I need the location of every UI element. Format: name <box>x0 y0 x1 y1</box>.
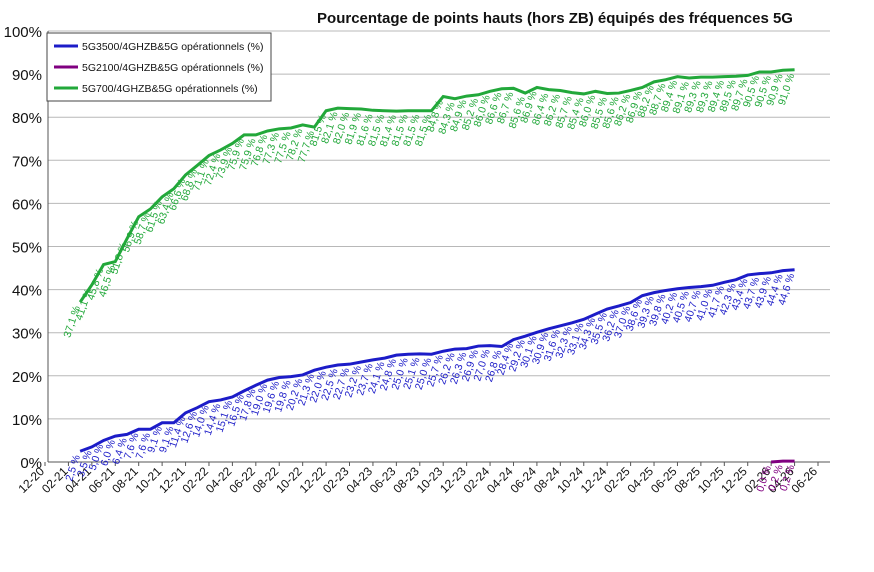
legend-label: 5G3500/4GHZB&5G opérationnels (%) <box>82 41 264 53</box>
x-tick-label: 12-24 <box>578 464 610 496</box>
x-tick-label: 02-25 <box>601 464 633 496</box>
x-tick-label: 04-23 <box>343 464 375 496</box>
x-tick-label: 02-22 <box>179 464 211 496</box>
chart-title: Pourcentage de points hauts (hors ZB) éq… <box>317 10 793 27</box>
x-tick-label: 02-24 <box>461 464 493 496</box>
x-tick-label: 12-23 <box>437 464 469 496</box>
x-tick-label: 06-22 <box>226 464 258 496</box>
y-tick-label: 60% <box>12 196 42 213</box>
line-series <box>78 68 795 303</box>
x-tick-label: 06-23 <box>367 464 399 496</box>
x-tick-label: 06-24 <box>507 464 539 496</box>
y-tick-label: 70% <box>12 153 42 170</box>
x-tick-label: 12-21 <box>156 464 188 496</box>
line-series <box>79 268 795 453</box>
y-tick-label: 30% <box>12 326 42 343</box>
y-tick-label: 0% <box>20 455 42 472</box>
y-tick-label: 40% <box>12 283 42 300</box>
y-tick-label: 20% <box>12 369 42 386</box>
x-tick-label: 04-24 <box>484 464 516 496</box>
y-tick-label: 10% <box>12 412 42 429</box>
x-tick-label: 12-22 <box>297 464 329 496</box>
y-tick-label: 100% <box>4 24 42 41</box>
x-tick-label: 04-22 <box>203 464 235 496</box>
x-tick-label: 08-25 <box>671 464 703 496</box>
x-tick-label: 08-21 <box>109 464 141 496</box>
y-tick-label: 80% <box>12 110 42 127</box>
legend-label: 5G2100/4GHZB&5G opérationnels (%) <box>82 62 264 74</box>
x-tick-label: 10-22 <box>273 464 305 496</box>
line-series <box>771 459 795 464</box>
x-tick-label: 04-25 <box>625 464 657 496</box>
x-tick-label: 02-23 <box>320 464 352 496</box>
x-tick-label: 12-25 <box>718 464 750 496</box>
legend-label: 5G700/4GHZB&5G opérationnels (%) <box>82 83 258 95</box>
x-tick-label: 10-25 <box>695 464 727 496</box>
x-tick-label: 08-23 <box>390 464 422 496</box>
x-tick-label: 06-25 <box>648 464 680 496</box>
x-tick-label: 08-24 <box>531 464 563 496</box>
x-tick-label: 08-22 <box>250 464 282 496</box>
legend-box <box>46 32 272 102</box>
y-tick-label: 90% <box>12 67 42 84</box>
x-tick-label: 10-21 <box>133 464 165 496</box>
x-tick-label: 10-23 <box>414 464 446 496</box>
x-tick-label: 10-24 <box>554 464 586 496</box>
y-tick-label: 50% <box>12 240 42 257</box>
